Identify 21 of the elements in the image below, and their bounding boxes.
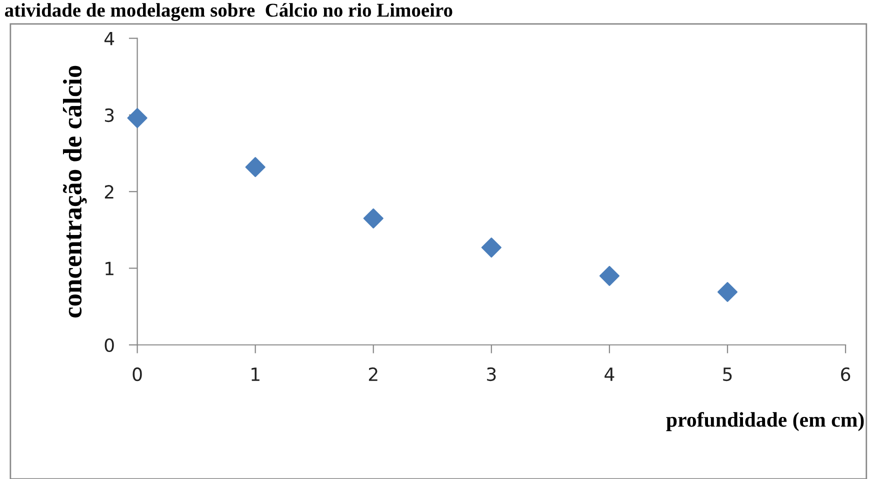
x-tick-label: 6 [841,367,850,382]
point [363,208,384,228]
x-tick-label: 3 [487,367,496,382]
x-tick-label: 5 [723,368,732,382]
x-tick-label: 4 [604,368,614,381]
y-axis-title: concentração de cálcio [62,66,87,318]
point [245,157,266,178]
point [717,282,738,302]
point [481,238,502,258]
x-axis-title: profundidade (em cm) [666,412,864,432]
y-tick-label: 4 [104,32,114,46]
y-tick-label: 1 [106,262,114,276]
y-tick-label: 0 [104,338,114,352]
x-tick-label: 1 [252,368,260,381]
point [127,108,148,128]
y-tick-label: 2 [104,185,114,198]
x-tick-label: 0 [132,367,142,382]
x-tick-label: 2 [368,367,378,381]
point [599,266,620,286]
y-tick-label: 3 [104,108,114,122]
chart-title: atividade de modelagem sobre Cálcio no rio Limoeiro [4,3,452,21]
